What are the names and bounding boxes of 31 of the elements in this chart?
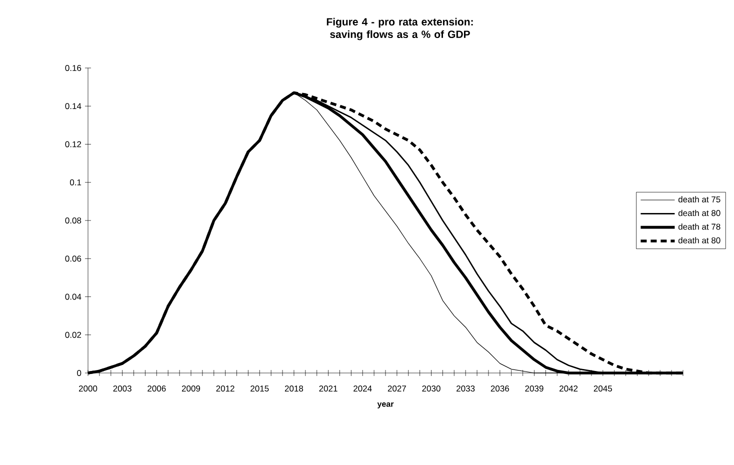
chart-title: Figure 4 - pro rata extension: saving flows as a % of GDP xyxy=(326,18,473,40)
y-tick-label: 0.04 xyxy=(65,294,82,300)
x-axis-title: year xyxy=(377,402,394,408)
y-tick-label: 0.06 xyxy=(65,256,82,262)
y-tick-label: 0.12 xyxy=(65,141,82,148)
legend-label: death at 75 xyxy=(678,196,720,202)
legend-label: death at 78 xyxy=(678,223,720,230)
x-tick-label: 2000 xyxy=(78,386,98,392)
x-tick-label: 2042 xyxy=(560,386,578,392)
x-tick-label: 2009 xyxy=(182,386,200,392)
y-tick-label: 0.14 xyxy=(65,103,82,110)
x-tick-label: 2021 xyxy=(319,386,338,392)
x-tick-label: 2045 xyxy=(594,386,612,392)
x-tick-label: 2039 xyxy=(525,386,544,392)
y-tick-label: 0.02 xyxy=(65,332,82,338)
x-tick-label: 2033 xyxy=(456,386,475,392)
legend-label: death at 80 xyxy=(678,210,720,216)
x-tick-label: 2006 xyxy=(148,386,166,392)
y-tick-label: 0.1 xyxy=(70,179,82,186)
x-tick-label: 2024 xyxy=(354,386,372,392)
y-tick-label: 0.16 xyxy=(65,64,82,71)
x-tick-label: 2027 xyxy=(388,386,406,392)
x-tick-label: 2015 xyxy=(250,386,269,392)
y-tick-label: 0.08 xyxy=(65,217,82,224)
legend-label: death at 80 xyxy=(678,237,720,244)
x-tick-label: 2003 xyxy=(113,386,132,392)
x-tick-label: 2012 xyxy=(216,386,234,392)
x-tick-label: 2030 xyxy=(422,386,440,392)
x-tick-label: 2018 xyxy=(284,386,304,392)
x-tick-label: 2036 xyxy=(490,386,510,392)
y-tick-label: 0 xyxy=(77,370,82,376)
